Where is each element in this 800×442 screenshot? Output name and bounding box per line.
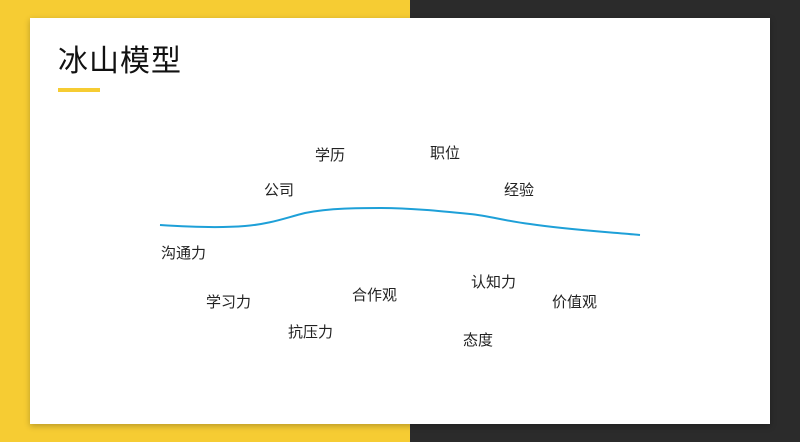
term-education: 学历 bbox=[315, 146, 346, 164]
slide-card: 冰山模型 学历 职位 公司 经验 沟通力 学习力 合作观 认知力 价值观 抗压力… bbox=[30, 18, 770, 424]
term-learning: 学习力 bbox=[206, 293, 252, 311]
term-communication: 沟通力 bbox=[161, 244, 207, 262]
term-company: 公司 bbox=[264, 181, 295, 199]
term-attitude: 态度 bbox=[463, 331, 494, 349]
slide-title: 冰山模型 bbox=[58, 44, 182, 79]
term-cooperation: 合作观 bbox=[352, 286, 398, 304]
iceberg-waterline bbox=[159, 206, 641, 236]
term-experience: 经验 bbox=[504, 181, 535, 199]
term-pressure-resistance: 抗压力 bbox=[288, 323, 334, 341]
term-position: 职位 bbox=[430, 144, 461, 162]
term-values: 价值观 bbox=[552, 293, 598, 311]
term-cognition: 认知力 bbox=[471, 273, 517, 291]
title-underline-accent bbox=[58, 88, 100, 92]
waterline-curve bbox=[159, 206, 641, 236]
